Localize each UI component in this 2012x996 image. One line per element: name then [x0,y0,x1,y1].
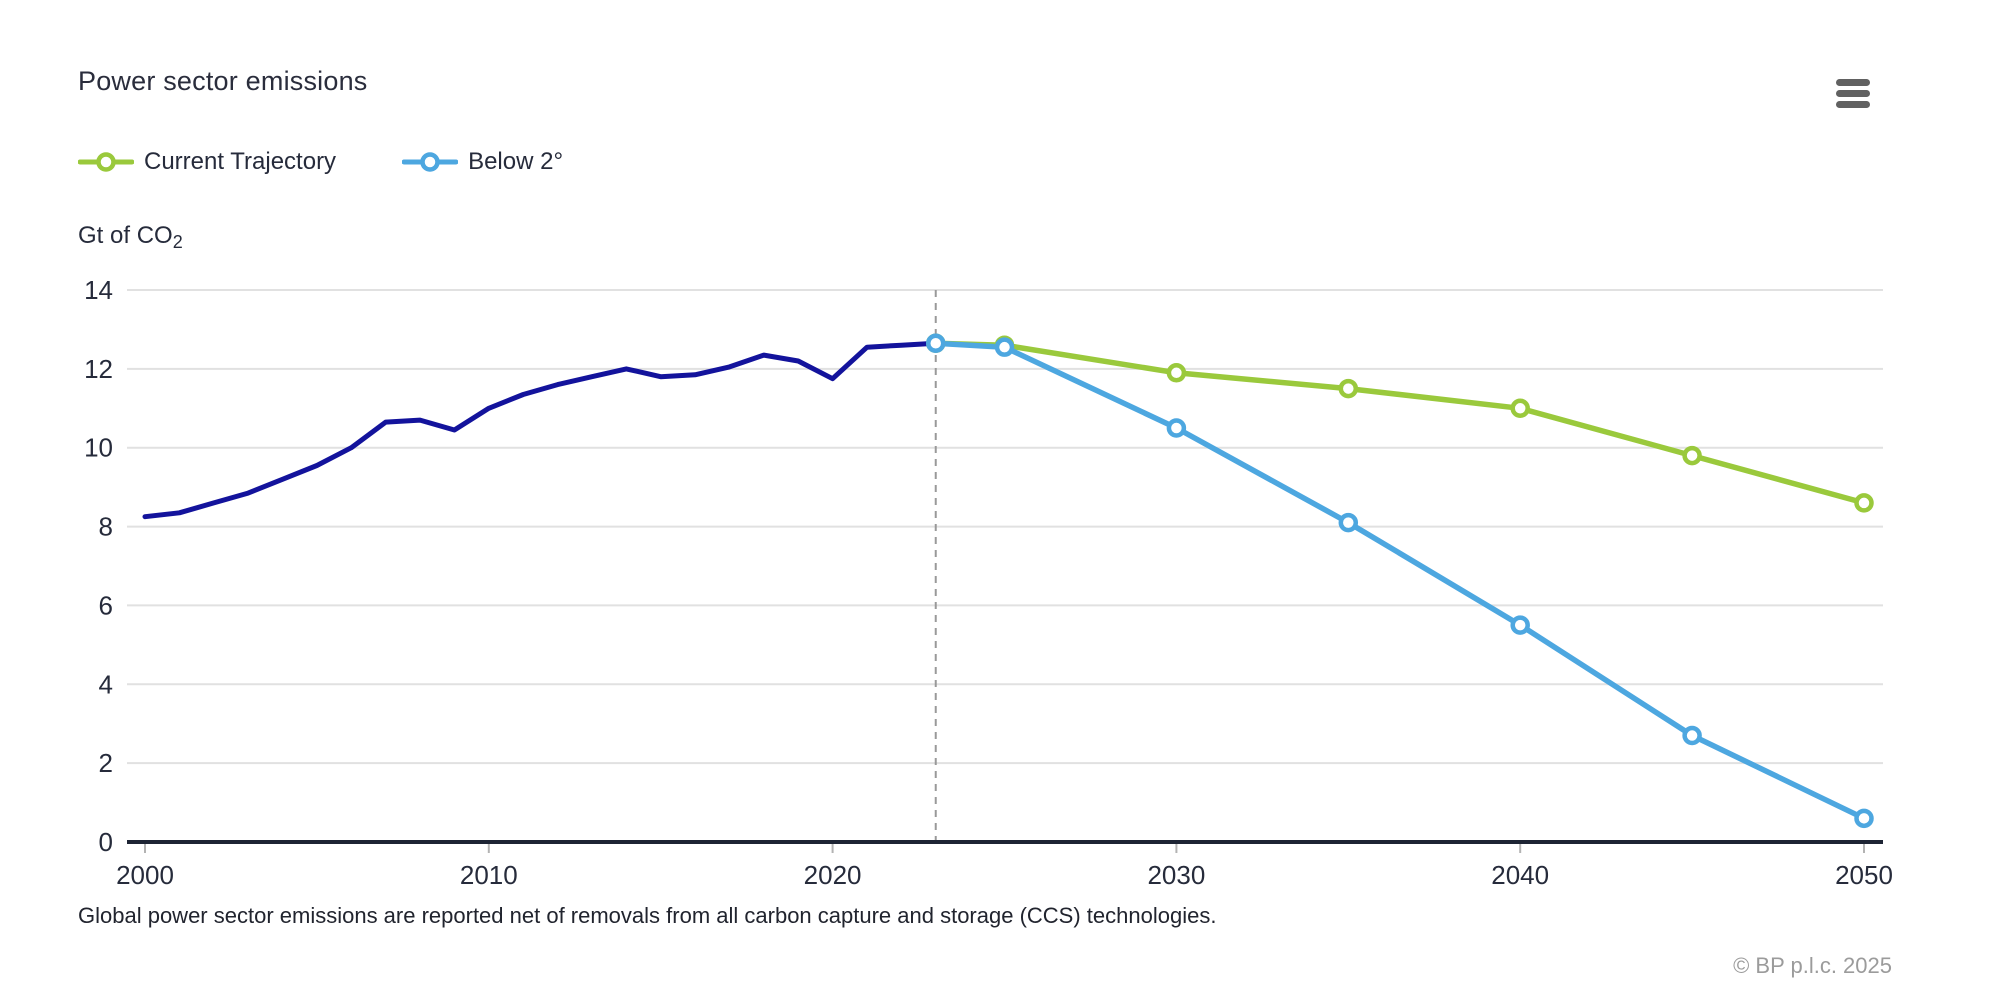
series-marker-below-2- [1510,615,1530,635]
legend: Current Trajectory Below 2° [78,148,563,176]
y-axis-tick-label: 4 [99,669,113,699]
y-axis-tick-label: 6 [99,590,113,620]
series-marker-current-trajectory [1510,398,1530,419]
series-line-below-2- [932,340,1867,822]
series-marker-below-2- [994,337,1015,357]
series-marker-below-2- [1338,512,1359,533]
series-line-historical [142,340,939,520]
chart-title: Power sector emissions [78,66,368,96]
series-marker-below-2- [1166,418,1187,438]
y-axis-tick-label: 2 [99,748,113,778]
series-marker-current-trajectory [1854,493,1874,513]
y-axis-tick-label: 14 [84,275,113,305]
series-marker-below-2- [1854,808,1874,829]
y-axis-unit-label: Gt of CO2 [78,222,183,252]
series-marker-below-2- [1682,725,1702,746]
legend-label: Current Trajectory [144,148,337,175]
series-marker-below-2- [925,333,946,353]
y-axis-tick-label: 12 [84,354,113,384]
x-axis-tick-label: 2010 [460,860,518,890]
series-marker-current-trajectory [1338,378,1359,399]
x-axis-tick-label: 2020 [804,860,862,890]
x-axis-tick-label: 2030 [1147,860,1205,890]
x-axis-tick-label: 2050 [1835,860,1893,890]
x-axis-tick-label: 2040 [1491,860,1549,890]
series-line-current-trajectory [932,340,1867,506]
legend-item-current-trajectory[interactable]: Current Trajectory [78,148,336,176]
line-marker-swatch-icon [78,152,134,172]
legend-label: Below 2° [468,148,564,175]
footnote: Global power sector emissions are report… [78,903,1217,928]
hamburger-menu-icon [1836,100,1870,108]
y-axis-tick-label: 0 [99,827,113,857]
x-axis-tick-label: 2000 [116,860,174,890]
copyright-notice: © BP p.l.c. 2025 [1733,953,1892,978]
y-axis-tick-label: 10 [84,433,113,463]
series-marker-current-trajectory [1682,445,1702,466]
hamburger-menu-icon [1836,89,1870,97]
line-marker-swatch-icon [402,152,459,172]
series-marker-current-trajectory [1166,363,1187,383]
hamburger-menu-icon [1836,78,1870,86]
y-axis-tick-label: 8 [99,512,113,542]
subscript: 2 [172,232,183,252]
legend-item-below-2[interactable]: Below 2° [402,148,563,176]
chart-context-menu-button[interactable] [1836,72,1878,114]
